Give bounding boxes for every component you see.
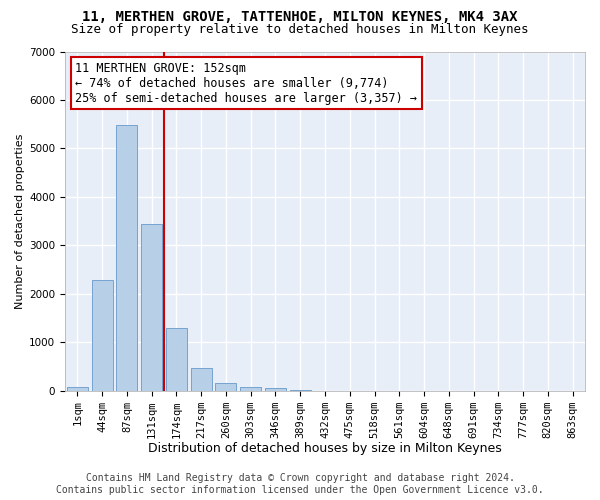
Bar	[265, 388, 286, 390]
X-axis label: Distribution of detached houses by size in Milton Keynes: Distribution of detached houses by size …	[148, 442, 502, 455]
Text: 11, MERTHEN GROVE, TATTENHOE, MILTON KEYNES, MK4 3AX: 11, MERTHEN GROVE, TATTENHOE, MILTON KEY…	[82, 10, 518, 24]
Bar	[240, 386, 261, 390]
Bar	[166, 328, 187, 390]
Text: Contains HM Land Registry data © Crown copyright and database right 2024.
Contai: Contains HM Land Registry data © Crown c…	[56, 474, 544, 495]
Bar	[191, 368, 212, 390]
Bar	[141, 224, 162, 390]
Text: Size of property relative to detached houses in Milton Keynes: Size of property relative to detached ho…	[71, 22, 529, 36]
Bar	[92, 280, 113, 390]
Bar	[67, 387, 88, 390]
Bar	[215, 383, 236, 390]
Bar	[116, 125, 137, 390]
Y-axis label: Number of detached properties: Number of detached properties	[15, 134, 25, 308]
Text: 11 MERTHEN GROVE: 152sqm
← 74% of detached houses are smaller (9,774)
25% of sem: 11 MERTHEN GROVE: 152sqm ← 74% of detach…	[76, 62, 418, 104]
